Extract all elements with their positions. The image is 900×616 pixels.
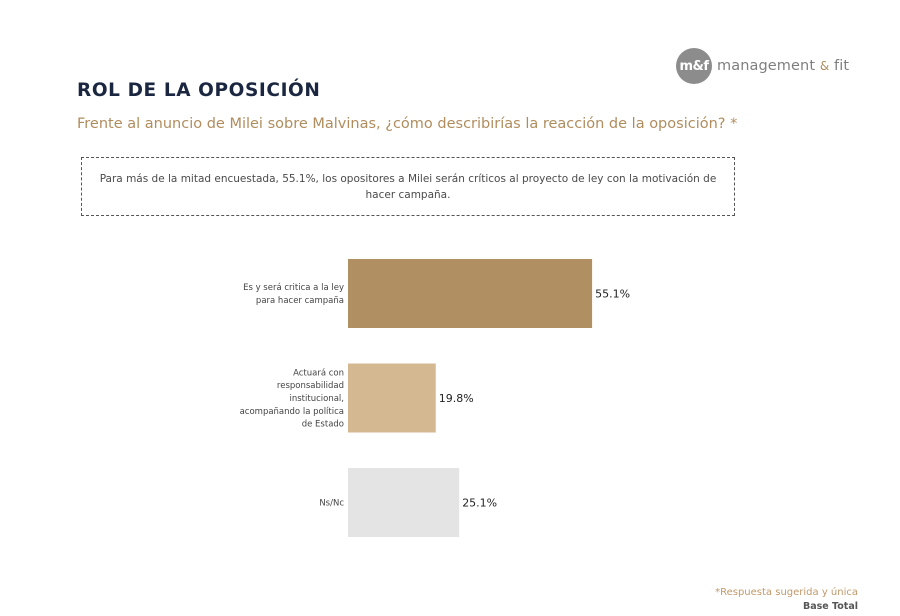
footnote: *Respuesta sugerida y única [715,587,858,598]
bar-3 [348,468,460,537]
page-title: ROL DE LA OPOSICIÓN [77,80,321,101]
brand-logo: m&f management & fit [676,48,849,84]
base-label: Base Total [802,601,858,612]
category-label-line: Actuará con [293,368,344,378]
category-label-line: Es y será critica a la ley [243,283,344,293]
category-label-1: Es y será critica a la ley para hacer cam… [243,283,344,306]
category-label-line: para hacer campaña [256,296,344,306]
category-label-line: acompañando la política [240,407,344,417]
category-label-3: Ns/Nc [319,499,344,509]
summary-note-text: Para más de la mitad encuestada, 55.1%, … [99,172,717,201]
survey-question: Frente al anuncio de Milei sobre Malvina… [77,116,738,132]
category-label-line: institucional, [290,394,345,404]
logo-mark: m&f [676,48,712,84]
value-label-1: 55.1% [595,288,630,301]
bar-1 [348,259,593,328]
bar-2 [348,363,436,433]
category-label-line: de Estado [302,420,344,430]
logo-word-management: management [717,58,816,74]
logo-word-fit: fit [834,58,850,74]
logo-ampersand: & [819,59,830,73]
category-label-line: Ns/Nc [319,499,344,509]
value-label-3: 25.1% [462,497,497,510]
category-label-line: responsabilidad [277,381,344,391]
summary-note-box: Para más de la mitad encuestada, 55.1%, … [81,157,735,216]
category-label-2: Actuará con responsabilidad institucional,… [240,368,344,429]
value-label-2: 19.8% [439,392,474,405]
logo-text: management & fit [717,58,849,74]
